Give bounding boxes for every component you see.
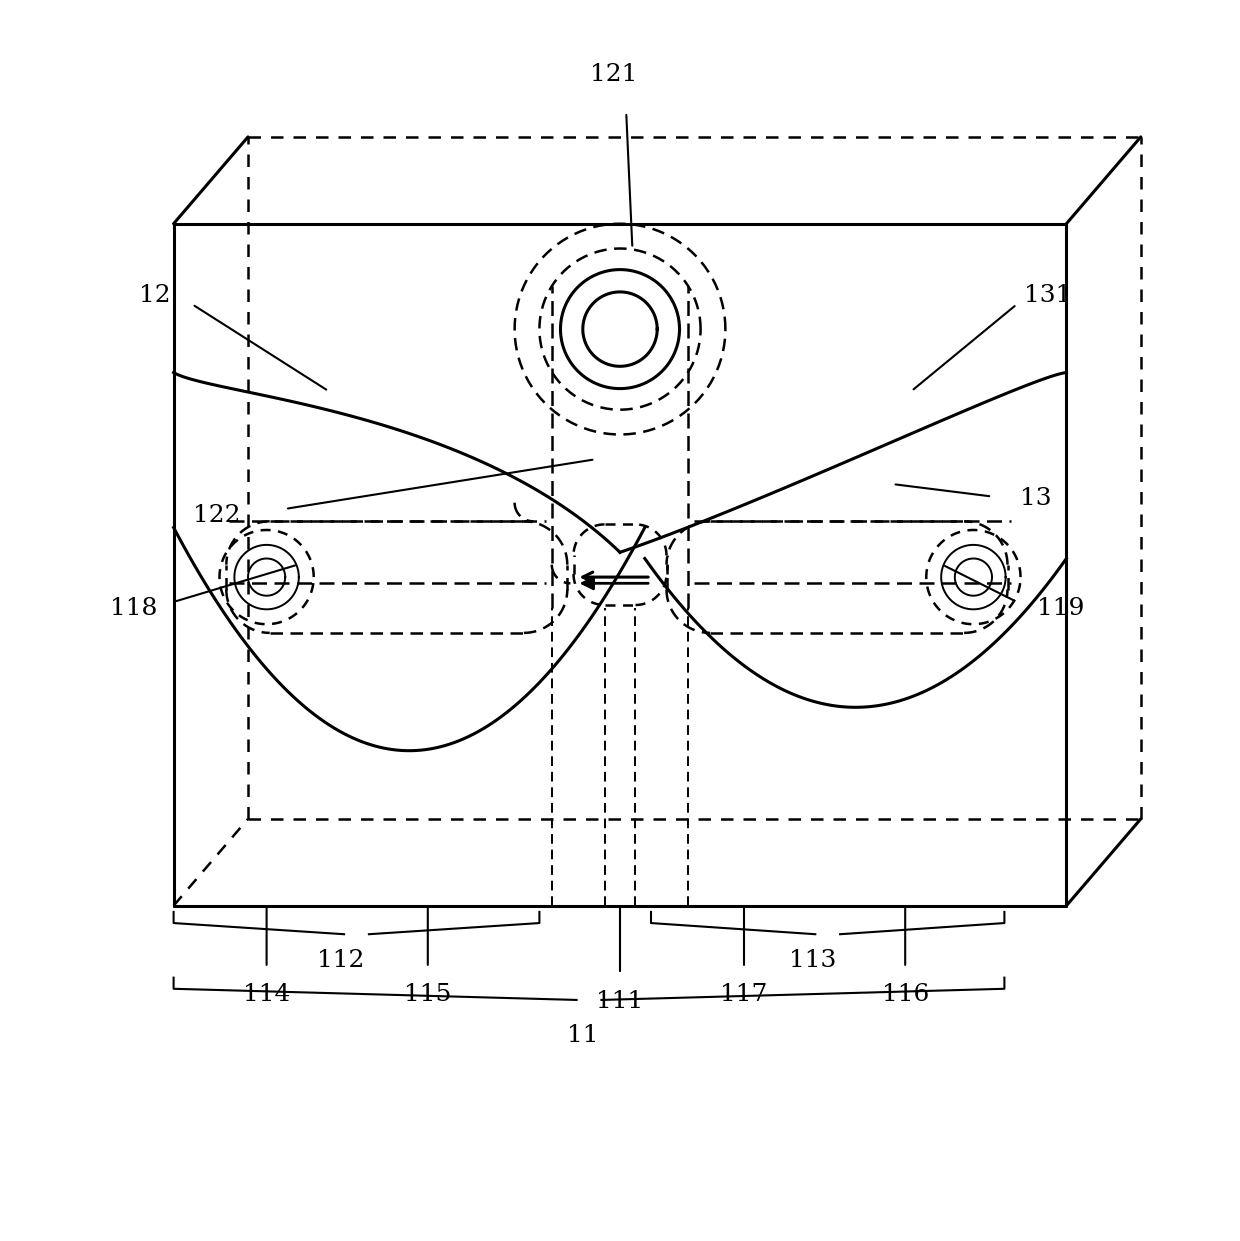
Text: 117: 117 [720,983,768,1005]
Text: 116: 116 [882,983,929,1005]
Text: 112: 112 [317,949,365,972]
Text: 12: 12 [139,284,171,307]
Text: 119: 119 [1037,597,1084,619]
Text: 121: 121 [590,63,637,87]
Text: 13: 13 [1019,488,1052,510]
Text: 113: 113 [789,949,836,972]
Text: 11: 11 [567,1024,599,1046]
Text: 115: 115 [404,983,451,1005]
Text: 122: 122 [193,504,241,526]
Text: 111: 111 [596,990,644,1013]
Text: 114: 114 [243,983,290,1005]
Text: 131: 131 [1024,284,1071,307]
Text: 118: 118 [110,597,157,619]
